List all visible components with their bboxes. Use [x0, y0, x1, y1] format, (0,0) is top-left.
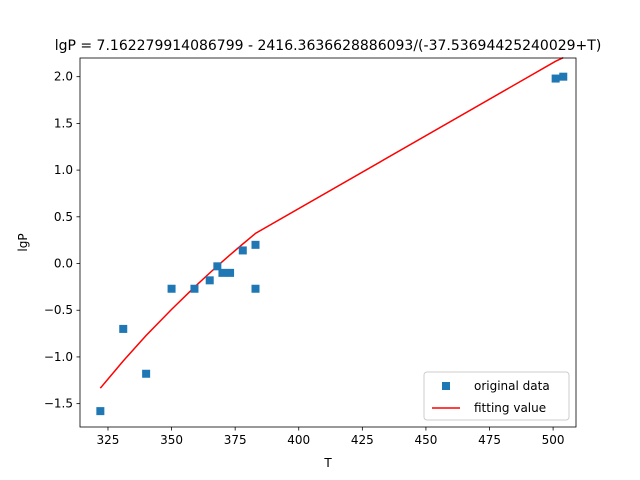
plot-area: 325 350 375 400 425 450 475 500 −1.5 −1.0 −0.5 0.0 0… — [44, 57, 577, 447]
legend-marker-square — [442, 382, 450, 390]
data-point — [167, 284, 176, 293]
data-point — [96, 407, 105, 416]
data-point — [142, 369, 151, 378]
x-tick-label: 325 — [97, 433, 120, 447]
x-axis-label: T — [323, 456, 332, 470]
legend: original data fitting value — [423, 371, 570, 421]
chart-title: lgP = 7.162279914086799 - 2416.363662888… — [55, 38, 602, 54]
data-point — [251, 240, 260, 249]
y-tick-label: 0.5 — [54, 210, 73, 224]
y-tick-label: 1.5 — [54, 116, 73, 130]
data-point — [218, 268, 227, 277]
data-point — [226, 268, 235, 277]
legend-label: fitting value — [474, 401, 546, 415]
legend-label: original data — [474, 379, 550, 393]
legend-box — [423, 371, 570, 421]
data-point — [205, 276, 214, 285]
data-point — [251, 284, 260, 293]
y-tick-label: −0.5 — [44, 303, 73, 317]
plot-frame — [79, 57, 577, 428]
x-tick-label: 425 — [351, 433, 374, 447]
y-tick-label: 0.0 — [54, 257, 73, 271]
y-tick-label: 2.0 — [54, 70, 73, 84]
data-point — [559, 72, 568, 81]
y-tick-label: −1.5 — [44, 397, 73, 411]
x-tick-label: 450 — [414, 433, 437, 447]
x-tick-label: 500 — [542, 433, 565, 447]
data-point — [238, 246, 247, 255]
y-axis-label: lgP — [16, 233, 30, 251]
x-tick-label: 475 — [478, 433, 501, 447]
data-point — [213, 262, 222, 271]
data-point — [119, 324, 128, 333]
x-tick-label: 375 — [224, 433, 247, 447]
y-tick-label: −1.0 — [44, 350, 73, 364]
data-point — [551, 74, 560, 83]
x-tick-label: 350 — [160, 433, 183, 447]
data-point — [190, 284, 199, 293]
y-tick-label: 1.0 — [54, 163, 73, 177]
x-tick-label: 400 — [287, 433, 310, 447]
